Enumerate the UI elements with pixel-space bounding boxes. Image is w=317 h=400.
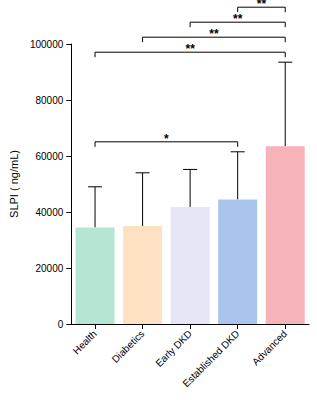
svg-text:**: ** — [257, 0, 267, 11]
svg-text:Established DKD: Established DKD — [180, 328, 241, 389]
svg-text:80000: 80000 — [35, 95, 63, 106]
svg-text:Health: Health — [71, 328, 99, 356]
svg-text:Diabetics: Diabetics — [110, 328, 147, 365]
svg-text:**: ** — [209, 27, 219, 41]
svg-text:SLPI ( ng/mL): SLPI ( ng/mL) — [8, 150, 20, 218]
svg-text:20000: 20000 — [35, 263, 63, 274]
svg-text:Early DKD: Early DKD — [153, 328, 194, 369]
svg-text:60000: 60000 — [35, 151, 63, 162]
svg-text:0: 0 — [58, 319, 64, 330]
svg-text:*: * — [164, 132, 169, 146]
svg-text:40000: 40000 — [35, 207, 63, 218]
svg-text:**: ** — [185, 42, 195, 56]
svg-text:Advanced: Advanced — [250, 328, 289, 367]
svg-text:**: ** — [233, 12, 243, 26]
svg-text:100000: 100000 — [30, 39, 64, 50]
